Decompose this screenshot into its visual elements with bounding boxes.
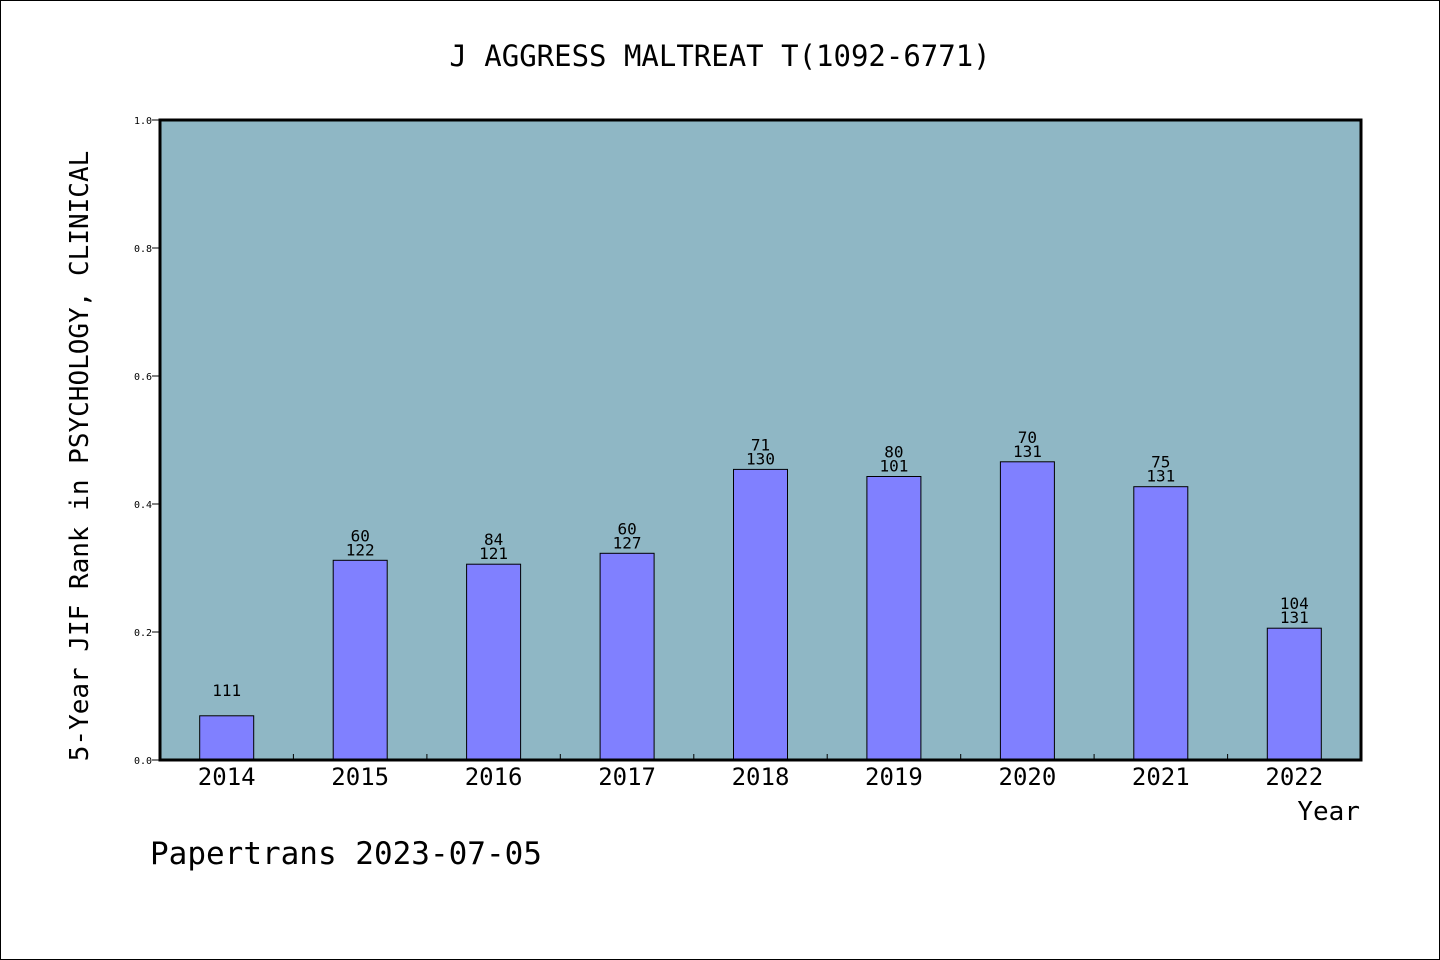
y-tick-label-0.8: 0.8 (134, 244, 152, 255)
bar-2017 (599, 552, 655, 761)
x-axis-label: Year (1297, 797, 1360, 827)
y-axis: 0.0 0.2 0.4 0.6 0.8 1.0 (134, 116, 160, 767)
bar-2021 (1133, 486, 1189, 761)
bar-2015 (332, 559, 388, 761)
bar-2022 (1266, 627, 1322, 761)
bar-label-2015-2: 122 (346, 540, 375, 559)
bars-layer (199, 461, 1322, 761)
bar-label-2016-2: 121 (479, 544, 508, 563)
x-tick-label-2019: 2019 (865, 763, 923, 791)
y-tick-label-0.2: 0.2 (134, 628, 152, 639)
y-axis-label: 5-Year JIF Rank in PSYCHOLOGY, CLINICAL (65, 151, 95, 761)
chart-title: J AGGRESS MALTREAT T(1092-6771) (449, 39, 990, 73)
footer-text: Papertrans 2023-07-05 (150, 836, 542, 872)
x-tick-label-2014: 2014 (198, 763, 256, 791)
bar-label-2020-1: 70 (1018, 428, 1037, 447)
y-tick-label-0.0: 0.0 (134, 756, 152, 767)
x-tick-label-2015: 2015 (331, 763, 389, 791)
bar-label-2021-2: 131 (1146, 467, 1175, 486)
bar-label-2020-2: 131 (1013, 442, 1042, 461)
x-tick-label-2016: 2016 (465, 763, 523, 791)
bar-label-2018-1: 71 (751, 435, 770, 454)
bar-2016 (466, 563, 522, 761)
y-tick-label-0.4: 0.4 (134, 500, 152, 511)
x-tick-label-2020: 2020 (999, 763, 1057, 791)
bar-2020 (999, 461, 1055, 761)
bar-label-2017-2: 127 (613, 533, 642, 552)
bar-label-2018-2: 130 (746, 449, 775, 468)
bar-label-2021-1: 75 (1151, 453, 1170, 472)
bar-label-2016-1: 84 (484, 530, 503, 549)
x-tick-label-2018: 2018 (732, 763, 790, 791)
plot-border (158, 118, 1363, 762)
y-tick-label-0.6: 0.6 (134, 372, 152, 383)
x-tick-label-2017: 2017 (598, 763, 656, 791)
x-tick-label-2022: 2022 (1265, 763, 1323, 791)
bar-2014 (199, 715, 255, 761)
bar-label-2015-1: 60 (351, 526, 370, 545)
bar-label-2019-1: 80 (884, 443, 903, 462)
bar-label-2022-2: 131 (1280, 608, 1309, 627)
bar-2018 (733, 468, 788, 761)
bar-2019 (866, 476, 922, 761)
x-axis: 2014 2015 2016 2017 2018 2019 2020 2021 2022 (198, 754, 1323, 791)
y-tick-label-1.0: 1.0 (134, 116, 152, 127)
x-tick-label-2021: 2021 (1132, 763, 1190, 791)
bar-label-2017-1: 60 (617, 519, 636, 538)
bar-label-2022-1: 104 (1280, 594, 1309, 613)
bar-label-2014-1: 111 (212, 681, 241, 700)
bar-label-2019-2: 101 (879, 457, 908, 476)
